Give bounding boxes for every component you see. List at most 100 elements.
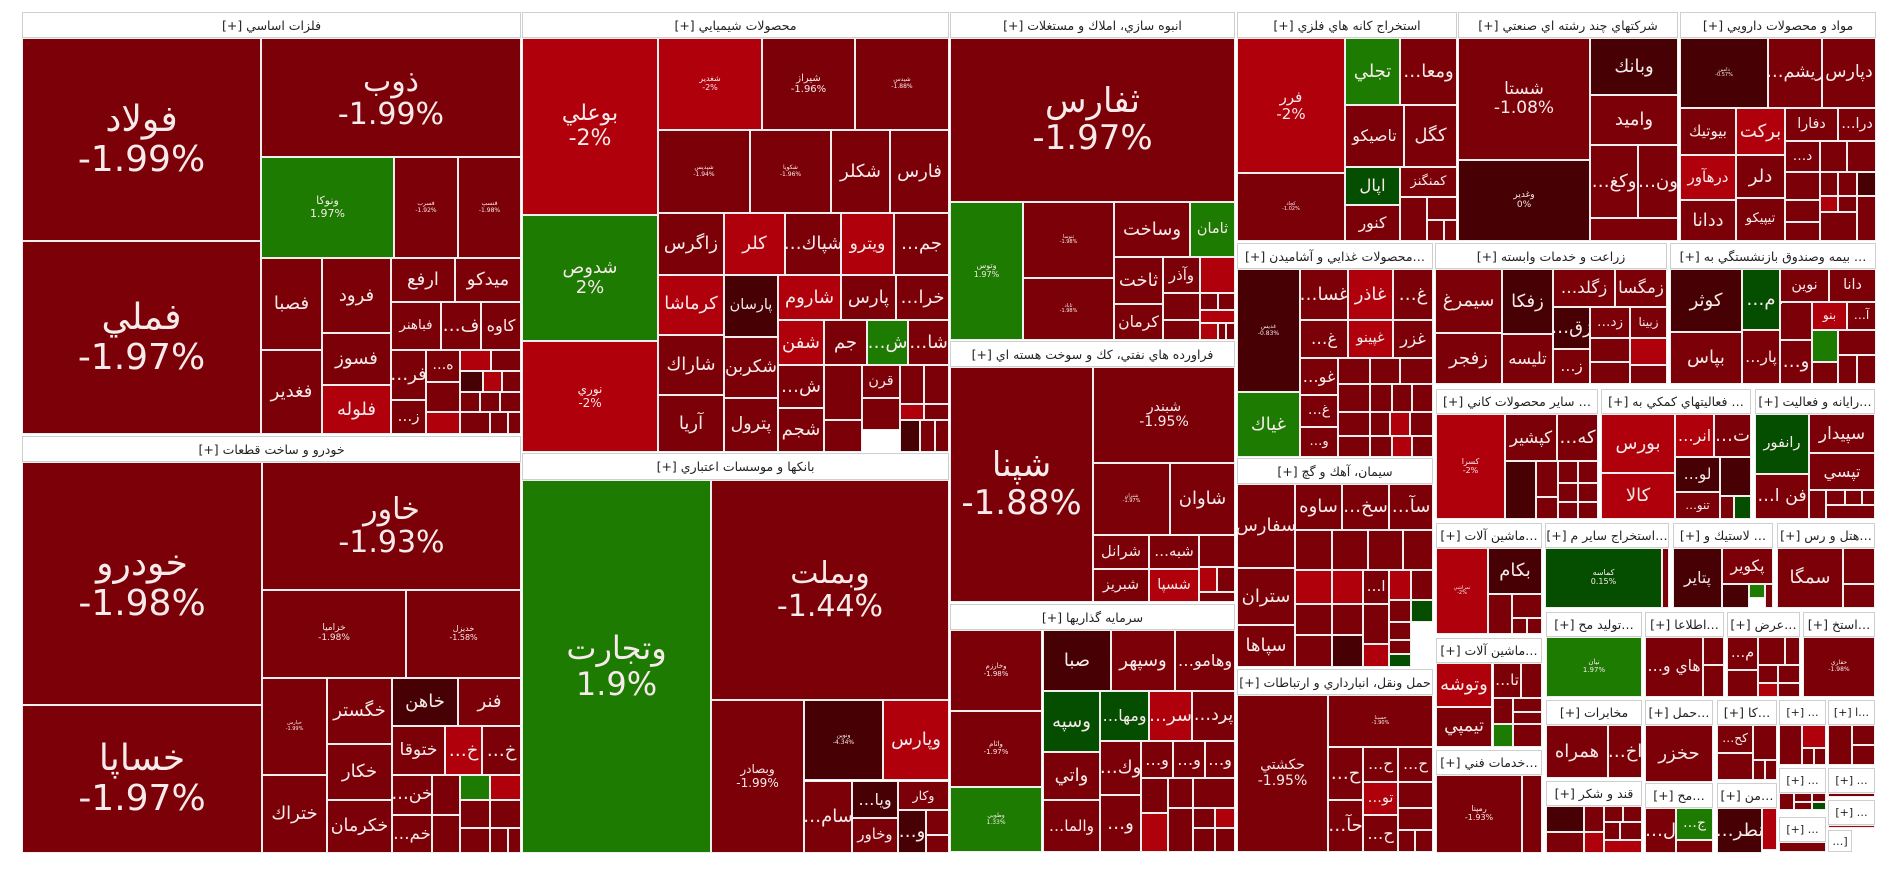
stock-tile-small[interactable] — [1332, 530, 1368, 570]
stock-tile[interactable]: زاگرس — [658, 213, 724, 275]
stock-tile-small[interactable] — [1779, 842, 1826, 852]
stock-tile[interactable]: ددانا — [1680, 200, 1736, 241]
stock-tile[interactable]: ونوكا 1.97% — [261, 157, 394, 258]
stock-tile-small[interactable] — [1193, 808, 1215, 828]
stock-tile-small[interactable] — [1199, 567, 1217, 592]
stock-tile[interactable]: واثام -1.97% — [950, 711, 1042, 787]
stock-tile-small[interactable] — [1295, 570, 1332, 604]
stock-tile-small[interactable] — [1717, 753, 1753, 780]
stock-tile-small[interactable] — [1389, 654, 1411, 667]
stock-tile-small[interactable] — [1758, 683, 1778, 697]
stock-tile-small[interactable] — [1794, 802, 1812, 810]
stock-tile[interactable]: زفكا — [1502, 269, 1553, 334]
stock-tile-small[interactable] — [460, 775, 490, 800]
stock-tile[interactable]: اخ… — [1608, 725, 1642, 778]
sector-header[interactable]: …هتل و رس [+] — [1777, 523, 1875, 548]
stock-tile-small[interactable] — [1415, 830, 1433, 852]
stock-tile[interactable]: شپاك… — [785, 213, 841, 275]
stock-tile[interactable]: شيدس -1.88% — [855, 38, 949, 130]
stock-tile[interactable]: زمگسا — [1615, 269, 1667, 307]
stock-tile[interactable]: واميد — [1590, 95, 1678, 145]
stock-tile-small[interactable] — [1338, 412, 1370, 436]
stock-tile-small[interactable] — [1794, 793, 1812, 802]
stock-tile[interactable]: ش… — [778, 365, 824, 408]
stock-tile[interactable]: شدوص 2% — [522, 215, 658, 341]
stock-tile-small[interactable] — [1368, 530, 1403, 570]
stock-tile-small[interactable] — [1857, 172, 1876, 196]
stock-tile[interactable]: زفجر — [1435, 333, 1502, 384]
stock-tile[interactable]: انر… — [1675, 414, 1714, 457]
stock-tile[interactable]: وآذر — [1163, 257, 1200, 293]
stock-tile-small[interactable] — [1370, 358, 1400, 384]
stock-tile[interactable]: فسوز — [322, 333, 391, 385]
stock-tile-small[interactable] — [1843, 548, 1875, 584]
stock-tile[interactable]: ثاباد -1.98% — [1023, 278, 1114, 340]
stock-tile-small[interactable] — [1780, 302, 1782, 304]
sector-header[interactable]: …محصولات غذايي و آشاميدن [+] — [1237, 243, 1433, 269]
stock-tile[interactable]: خ… — [445, 726, 482, 775]
stock-tile[interactable]: ويا… — [852, 781, 898, 818]
stock-tile-small[interactable] — [1590, 338, 1630, 362]
stock-tile-small[interactable] — [1398, 830, 1415, 852]
stock-tile-small[interactable] — [1392, 436, 1412, 457]
stock-tile-small[interactable] — [460, 392, 480, 412]
stock-tile-small[interactable] — [1390, 412, 1410, 436]
sector-header[interactable]: … [+] — [1779, 817, 1826, 842]
stock-tile-small[interactable] — [1193, 778, 1235, 808]
sector-header[interactable]: انبوه سازي، املاك و مستغلات [+] — [950, 12, 1235, 38]
stock-tile-small[interactable] — [1734, 496, 1751, 519]
stock-tile-small[interactable] — [1623, 806, 1642, 822]
stock-tile-small[interactable] — [490, 828, 508, 853]
stock-tile-small[interactable] — [926, 835, 949, 853]
stock-tile-small[interactable] — [1493, 698, 1513, 724]
stock-tile-small[interactable] — [1427, 220, 1444, 241]
stock-tile-small[interactable] — [824, 420, 862, 452]
stock-tile[interactable]: وساخت — [1114, 202, 1190, 257]
stock-tile[interactable]: فارس — [890, 130, 949, 213]
stock-tile-small[interactable] — [1578, 461, 1598, 483]
stock-tile-small[interactable] — [1332, 604, 1363, 635]
sector-header[interactable]: قند و شكر [+] — [1546, 781, 1642, 806]
stock-tile[interactable]: غديس -0.83% — [1237, 269, 1300, 392]
stock-tile[interactable]: ح… — [1328, 747, 1363, 800]
stock-tile-small[interactable] — [1536, 461, 1558, 497]
stock-tile-small[interactable] — [1400, 197, 1427, 241]
sector-header[interactable]: فراورده هاي نفتي، كك و سوخت هسته اي [+] — [950, 341, 1235, 367]
stock-tile-small[interactable] — [1363, 604, 1389, 644]
stock-tile-small[interactable] — [1558, 502, 1578, 519]
sector-header[interactable]: سرمايه گذاريها [+] — [950, 604, 1235, 630]
stock-tile-small[interactable] — [1812, 362, 1838, 384]
stock-tile[interactable]: دپارس — [1822, 38, 1876, 108]
stock-tile[interactable]: خن… — [392, 775, 432, 815]
stock-tile-small[interactable] — [1758, 637, 1785, 665]
stock-tile-small[interactable] — [1838, 355, 1857, 384]
stock-tile[interactable]: اپال — [1345, 167, 1400, 205]
stock-tile[interactable]: وتوشه — [1436, 663, 1492, 707]
stock-tile-small[interactable] — [1200, 293, 1218, 310]
stock-tile-small[interactable] — [1370, 436, 1392, 457]
stock-tile-small[interactable] — [1828, 793, 1875, 797]
stock-tile-small[interactable] — [1838, 330, 1876, 355]
stock-tile[interactable]: والما… — [1043, 800, 1100, 852]
stock-tile-small[interactable] — [1838, 172, 1857, 196]
stock-tile[interactable]: كنور — [1345, 205, 1400, 241]
stock-tile[interactable]: ستران — [1237, 568, 1295, 625]
stock-tile[interactable]: زد… — [1590, 307, 1630, 338]
stock-tile-small[interactable] — [1389, 622, 1411, 640]
stock-tile[interactable]: فغدير — [261, 350, 322, 434]
stock-tile[interactable]: وخاور — [852, 818, 898, 853]
stock-tile-small[interactable] — [1778, 665, 1800, 683]
stock-tile-small[interactable] — [1630, 365, 1667, 384]
stock-tile[interactable]: وبملت -1.44% — [711, 480, 949, 700]
stock-tile[interactable]: فصبا — [261, 258, 322, 350]
stock-tile[interactable]: پارسان — [724, 275, 778, 337]
stock-tile[interactable]: غپينو — [1348, 320, 1393, 358]
sector-header[interactable]: …خدمات فني [+] — [1436, 750, 1542, 775]
stock-tile[interactable]: سمگا — [1777, 548, 1843, 608]
stock-tile-small[interactable] — [1332, 635, 1363, 667]
stock-tile-small[interactable] — [1604, 840, 1642, 853]
stock-tile-small[interactable] — [460, 350, 491, 371]
stock-tile-small[interactable] — [1604, 806, 1623, 822]
stock-tile[interactable]: ختوقا — [392, 726, 445, 775]
stock-tile-small[interactable] — [1398, 782, 1433, 808]
